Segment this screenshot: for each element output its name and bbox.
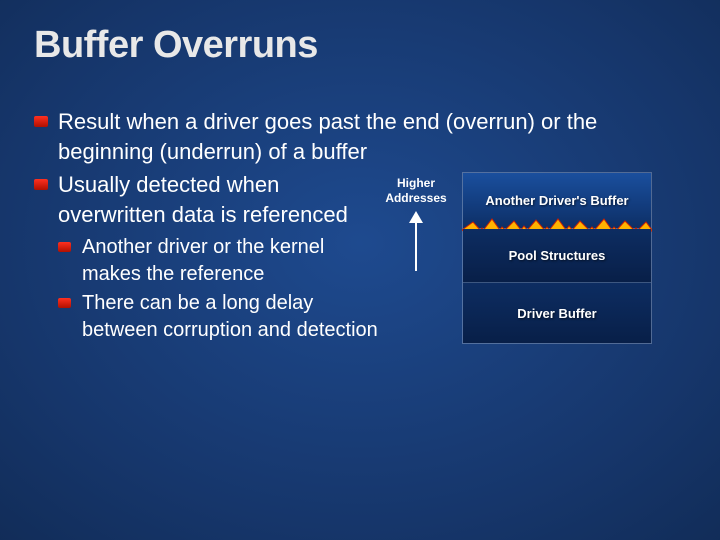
memory-box-top: Another Driver's Buffer: [463, 173, 651, 229]
up-arrow-icon: [405, 211, 427, 273]
sub-bullet-list: Another driver or the kernel makes the r…: [58, 234, 378, 344]
sub-bullet-item: Another driver or the kernel makes the r…: [58, 234, 378, 288]
memory-stack: Another Driver's Buffer Pool Structures …: [462, 172, 652, 344]
slide: Buffer Overruns Result when a driver goe…: [0, 0, 720, 346]
page-title: Buffer Overruns: [34, 24, 686, 67]
bullet-text: Usually detected when overwritten data i…: [58, 172, 348, 227]
memory-diagram: Higher Addresses Another Driver's Buffer: [378, 170, 686, 344]
memory-box-mid: Pool Structures: [463, 229, 651, 283]
sub-bullet-item: There can be a long delay between corrup…: [58, 290, 378, 344]
arrow-block: Higher Addresses: [378, 172, 454, 273]
bullet-item: Result when a driver goes past the end (…: [34, 107, 686, 166]
bullet-item: Usually detected when overwritten data i…: [34, 170, 686, 345]
memory-box-bot: Driver Buffer: [463, 283, 651, 343]
bullet-list: Result when a driver goes past the end (…: [34, 107, 686, 346]
arrow-label: Higher Addresses: [385, 176, 446, 205]
